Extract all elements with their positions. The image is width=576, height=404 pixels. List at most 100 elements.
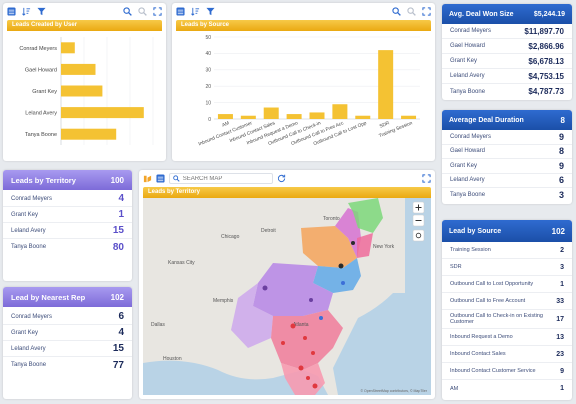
expand-icon[interactable]: [422, 7, 431, 16]
list-item: Grant Key $6,678.13: [442, 54, 572, 69]
list-item: Conrad Meyers 6: [3, 309, 132, 325]
map-panel: Leads by Territory Toronto Chicago Detro…: [139, 170, 435, 399]
bar: [217, 114, 233, 119]
sort-icon[interactable]: [191, 7, 200, 16]
city-label: Dallas: [151, 322, 165, 328]
list-item: Inbound Contact Customer Service 9: [442, 363, 572, 380]
bar: [401, 115, 417, 119]
avg-deal-won-list: Conrad Meyers $11,897.70 Gael Howard $2,86…: [442, 24, 572, 99]
map-pins: [262, 241, 355, 389]
table-icon[interactable]: [156, 174, 165, 183]
city-label: Kansas City: [168, 260, 195, 266]
city-label: Chicago: [221, 234, 240, 240]
city-label: Memphis: [213, 298, 234, 304]
tick-label: Conrad Meyers: [19, 46, 57, 52]
tick-label: 20: [205, 84, 211, 90]
bar: [378, 50, 394, 119]
zoom-in-icon[interactable]: [392, 7, 401, 16]
list-item: Tanya Boone 3: [450, 190, 564, 201]
city-label: New York: [373, 244, 395, 250]
list-item: Tanya Boone 77: [11, 359, 124, 371]
zoom-out-icon[interactable]: [407, 7, 416, 16]
lead-by-nearest-rep-header: Lead by Nearest Rep 102: [3, 287, 132, 307]
lead-by-source-list-title: Lead by Source: [449, 227, 502, 235]
tick-label: 10: [205, 100, 211, 106]
bar: [332, 104, 348, 119]
map-attribution: © OpenStreetMap contributors, © MapTiler: [361, 389, 428, 393]
city-label: Toronto: [323, 216, 340, 222]
bar: [263, 107, 279, 119]
bar: [61, 42, 75, 54]
list-item: Inbound Request a Demo 13: [442, 329, 572, 346]
tick-label: 50: [205, 35, 211, 41]
list-item: Inbound Contact Sales 23: [442, 346, 572, 363]
list-item: Outbound Call to Free Account 33: [442, 293, 572, 310]
city-label: Atlanta: [293, 322, 309, 328]
map-title: Leads by Territory: [143, 187, 431, 198]
refresh-icon[interactable]: [277, 174, 286, 183]
expand-icon[interactable]: [422, 174, 431, 183]
table-icon[interactable]: [176, 7, 185, 16]
expand-icon[interactable]: [153, 7, 162, 16]
list-item: Training Session 2: [442, 242, 572, 259]
avg-deal-duration-title: Average Deal Duration: [449, 116, 524, 124]
bar: [286, 114, 302, 119]
map-search[interactable]: [169, 173, 273, 184]
list-item: Gael Howard $2,866.96: [442, 39, 572, 54]
city-label: Houston: [163, 356, 182, 362]
list-item: Grant Key 4: [3, 325, 132, 341]
list-item: Gael Howard 8: [442, 145, 572, 159]
tick-label: Tanya Boone: [25, 132, 57, 138]
list-item: SDR 3: [442, 259, 572, 276]
bar: [309, 112, 325, 119]
sort-icon[interactable]: [22, 7, 31, 16]
list-item: Grant Key 9: [442, 159, 572, 174]
filter-icon[interactable]: [37, 7, 46, 16]
lead-by-nearest-rep-title: Lead by Nearest Rep: [11, 292, 86, 302]
leads-by-source-panel: Leads by Source 0 10 20 30 40 50 AM Inbound Con…: [172, 3, 435, 161]
avg-deal-won-total: $5,244.19: [533, 10, 565, 18]
tick-label: Grant Key: [32, 89, 57, 95]
bar: [61, 85, 103, 97]
list-item: Conrad Meyers 4: [3, 191, 132, 207]
table-icon[interactable]: [7, 7, 16, 16]
leads-by-source-title: Leads by Source: [176, 20, 431, 31]
leads-by-source-toolbar: [172, 3, 435, 20]
avg-deal-duration-total: 8: [560, 115, 565, 125]
leads-by-user-title: Leads Created by User: [7, 20, 162, 31]
map-toolbar: [139, 170, 435, 187]
leads-by-territory-title: Leads by Territory: [11, 175, 76, 185]
map-zoom-controls[interactable]: [412, 201, 425, 242]
leads-by-user-chart: Conrad Meyers Gael Howard Grant Key Leland …: [19, 37, 154, 145]
search-input[interactable]: [182, 175, 269, 182]
filter-icon[interactable]: [206, 7, 215, 16]
avg-deal-won-title: Avg. Deal Won Size: [449, 10, 514, 18]
tick-label: 40: [205, 51, 211, 57]
bar: [61, 107, 144, 119]
avg-deal-duration-list: Conrad Meyers 9 Gael Howard 8 Grant Key 9 L…: [442, 130, 572, 203]
tick-label: Gael Howard: [25, 67, 57, 73]
bar: [240, 115, 256, 119]
list-item: Outbound Call to Check-in on Existing Cu…: [442, 310, 572, 329]
lead-by-nearest-rep-list: Conrad Meyers 6 Grant Key 4 Leland Avery 15…: [3, 307, 132, 373]
tick-label: Leland Avery: [25, 111, 57, 117]
lead-by-nearest-rep-panel: Lead by Nearest Rep 102 Conrad Meyers 6 G…: [3, 287, 132, 399]
layers-icon[interactable]: [143, 174, 152, 183]
list-item: Grant Key 1: [3, 207, 132, 223]
lead-by-nearest-rep-total: 102: [110, 292, 124, 302]
list-item: Leland Avery 6: [442, 174, 572, 188]
list-item: Leland Avery 15: [3, 341, 132, 357]
list-item: Conrad Meyers 9: [442, 130, 572, 145]
search-icon: [173, 175, 180, 182]
leads-by-territory-list: Conrad Meyers 4 Grant Key 1 Leland Avery 15…: [3, 190, 132, 255]
zoom-out-icon[interactable]: [138, 7, 147, 16]
avg-deal-duration-panel: Average Deal Duration 8 Conrad Meyers 9 G…: [442, 110, 572, 204]
leads-by-user-toolbar: [3, 3, 166, 20]
list-item: Outbound Call to Lost Opportunity 1: [442, 276, 572, 293]
zoom-in-icon[interactable]: [123, 7, 132, 16]
territory-map[interactable]: Toronto Chicago Detroit Kansas City Memp…: [143, 198, 431, 395]
bar: [355, 115, 371, 119]
tick-label: AM: [221, 120, 230, 128]
tick-label: 0: [208, 117, 211, 123]
